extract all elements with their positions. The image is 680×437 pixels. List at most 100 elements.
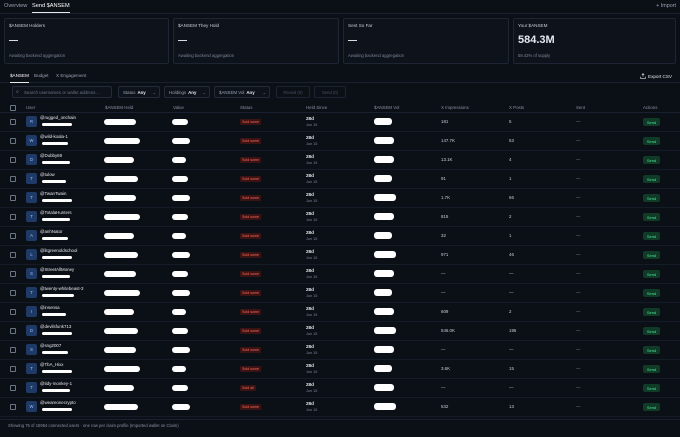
username[interactable]: @twenty-whitebeast-3: [40, 286, 84, 291]
redaction-scribble: [104, 366, 140, 372]
impressions: 181: [441, 119, 449, 124]
subtab-budget[interactable]: Budget: [34, 73, 49, 78]
reveal-button[interactable]: Reveal (0): [276, 86, 310, 98]
row-checkbox[interactable]: [10, 252, 16, 258]
row-checkbox[interactable]: [10, 366, 16, 372]
redaction-scribble: [172, 385, 188, 391]
row-checkbox[interactable]: [10, 195, 16, 201]
row-checkbox[interactable]: [10, 328, 16, 334]
send-button[interactable]: Send: [643, 289, 660, 297]
row-checkbox[interactable]: [10, 290, 16, 296]
redaction-scribble: [172, 214, 188, 220]
send-button[interactable]: Send: [643, 156, 660, 164]
send-button[interactable]: Send: [643, 118, 660, 126]
send-button[interactable]: Send: [643, 232, 660, 240]
send-button[interactable]: Send: [643, 327, 660, 335]
username[interactable]: @wild-koala-1: [40, 134, 68, 139]
username[interactable]: @TbA_Hixx: [40, 362, 64, 367]
send-button[interactable]: Send: [643, 270, 660, 278]
held-date: Jun 15: [306, 161, 318, 165]
col-x-posts[interactable]: X Posts: [509, 105, 525, 110]
username[interactable]: @rugged_onchain: [40, 115, 76, 120]
send-button[interactable]: Send: [643, 346, 660, 354]
username[interactable]: @devilsfunk713: [40, 324, 72, 329]
redaction-scribble: [172, 366, 186, 372]
posts: 66: [509, 195, 514, 200]
vol-filter[interactable]: $ANSEM Vol Any ⌄: [214, 86, 270, 98]
status-filter[interactable]: Status Any ⌄: [118, 86, 160, 98]
bulk-send-button[interactable]: Send (0): [314, 86, 346, 98]
row-checkbox[interactable]: [10, 233, 16, 239]
username[interactable]: @Dubby69: [40, 153, 63, 158]
username[interactable]: @sng2007: [40, 343, 62, 348]
impressions: 3.6K: [441, 366, 451, 371]
table-row: T @tidy-monkey-1 Sold all 28d Jun 15 — —…: [0, 379, 680, 398]
impressions: 546.0K: [441, 328, 455, 333]
row-checkbox[interactable]: [10, 385, 16, 391]
send-button[interactable]: Send: [643, 213, 660, 221]
import-button[interactable]: + Import: [656, 3, 676, 9]
vol-filter-label: $ANSEM Vol: [219, 89, 245, 95]
row-checkbox[interactable]: [10, 271, 16, 277]
redaction-scribble: [374, 308, 394, 315]
chevron-down-icon: ⌄: [262, 90, 266, 95]
col-held-since[interactable]: Held Since: [306, 105, 328, 110]
send-button[interactable]: Send: [643, 194, 660, 202]
username[interactable]: @tidy-monkey-1: [40, 381, 73, 386]
row-checkbox[interactable]: [10, 176, 16, 182]
username[interactable]: @TotalaHunters: [40, 210, 72, 215]
redaction-scribble: [374, 194, 396, 201]
send-button[interactable]: Send: [643, 137, 660, 145]
held-date: Jun 15: [306, 351, 318, 355]
sent: —: [576, 214, 581, 219]
col-sent[interactable]: Sent: [576, 105, 586, 110]
plus-icon: +: [656, 3, 661, 9]
col-x-impressions[interactable]: X Impressions: [441, 105, 469, 110]
impressions: 532: [441, 404, 449, 409]
row-checkbox[interactable]: [10, 157, 16, 163]
holdings-filter[interactable]: Holdings Any ⌄: [164, 86, 210, 98]
export-csv-button[interactable]: Export CSV: [640, 71, 672, 81]
username[interactable]: @TwanTwain: [40, 191, 67, 196]
row-checkbox[interactable]: [10, 347, 16, 353]
search-input[interactable]: [24, 88, 110, 97]
row-checkbox[interactable]: [10, 214, 16, 220]
status-badge: Sold some: [240, 252, 261, 258]
send-button[interactable]: Send: [643, 403, 660, 411]
tab-overview[interactable]: Overview: [4, 3, 28, 9]
subtab-ansem[interactable]: $ANSEM: [10, 73, 29, 83]
held-duration: 28d: [306, 363, 314, 368]
username[interactable]: @StreetAllMoney: [40, 267, 75, 272]
username[interactable]: @litgreenoldschool: [40, 248, 78, 253]
username[interactable]: @weareonecrypto: [40, 400, 76, 405]
held-duration: 28d: [306, 306, 314, 311]
username[interactable]: @insensa: [40, 305, 60, 310]
col-user[interactable]: User: [26, 105, 36, 110]
subtab-x-engagement[interactable]: X Engagement: [56, 73, 87, 78]
col-status[interactable]: Status: [240, 105, 253, 110]
send-button[interactable]: Send: [643, 175, 660, 183]
tab-send-ansem[interactable]: Send $ANSEM: [32, 3, 70, 13]
send-button[interactable]: Send: [643, 365, 660, 373]
held-date: Jun 15: [306, 180, 318, 184]
table-row: L @litgreenoldschool Sold some 28d Jun 1…: [0, 246, 680, 265]
col-value[interactable]: Value: [173, 105, 184, 110]
username[interactable]: @anhNator: [40, 229, 63, 234]
row-checkbox[interactable]: [10, 119, 16, 125]
sent: —: [576, 290, 581, 295]
col-ansem-vol[interactable]: $ANSEM Vol: [374, 105, 400, 110]
select-all-checkbox[interactable]: [10, 105, 16, 111]
table-row: S @sng2007 Sold some 28d Jun 15 — — — Se…: [0, 341, 680, 360]
impressions: 13.1K: [441, 157, 453, 162]
row-checkbox[interactable]: [10, 309, 16, 315]
send-button[interactable]: Send: [643, 308, 660, 316]
impressions: 609: [441, 309, 449, 314]
row-checkbox[interactable]: [10, 138, 16, 144]
row-checkbox[interactable]: [10, 404, 16, 410]
username[interactable]: @tulow: [40, 172, 55, 177]
redaction-scribble: [374, 137, 394, 144]
send-button[interactable]: Send: [643, 384, 660, 392]
send-button[interactable]: Send: [643, 251, 660, 259]
col-ansem-held[interactable]: $ANSEM Held: [105, 105, 134, 110]
export-label: Export CSV: [648, 73, 672, 79]
